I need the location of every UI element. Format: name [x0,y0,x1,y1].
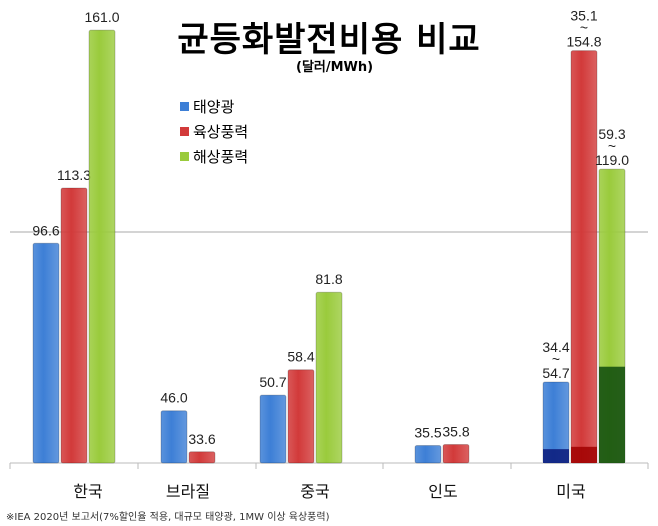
legend-label: 해상풍력 [193,148,248,166]
legend-swatch [180,152,189,161]
legend-swatch [180,102,189,111]
data-label: 33.6 [188,431,215,447]
legend-label: 육상풍력 [193,123,248,141]
data-label: 161.0 [84,9,119,25]
bar-육상풍력 [287,369,315,464]
bar-range-low-태양광 [543,449,569,463]
legend-swatch [180,127,189,136]
chart-subtitle: (달러/MWh) [296,60,374,75]
legend-label: 태양광 [193,98,235,116]
data-label: 154.8 [566,34,601,50]
bar-태양광 [32,242,60,464]
data-label: 81.8 [315,271,342,287]
data-label: 113.3 [57,167,91,183]
data-label: 34.4 [542,339,569,355]
bar-range-low-육상풍력 [571,446,597,463]
data-label: 119.0 [595,152,629,168]
data-label: 59.3 [598,126,625,142]
chart-title: 균등화발전비용 비교 [177,20,481,60]
bar-해상풍력 [315,291,343,464]
bar-육상풍력 [60,187,88,464]
bar-태양광 [160,410,188,464]
bar-태양광 [259,394,287,464]
data-label-tilde: ~ [608,138,616,154]
data-label-tilde: ~ [580,20,588,36]
data-label: 96.6 [32,222,59,238]
x-tick-label: 브라질 [166,482,210,501]
data-label: 54.7 [542,365,569,381]
x-tick-label: 중국 [300,482,329,501]
bar-range-low-해상풍력 [599,366,625,463]
x-tick-label: 한국 [73,482,102,501]
bar-육상풍력 [570,50,598,464]
bar-해상풍력 [88,29,116,464]
data-label: 35.5 [414,424,441,440]
bar-육상풍력 [442,444,470,464]
data-label: 58.4 [287,349,314,365]
bar-태양광 [414,444,442,464]
x-tick-label: 미국 [556,482,585,501]
data-label: 35.8 [442,424,469,440]
footnote: ※IEA 2020년 보고서(7%할인율 적용, 대규모 태양광, 1MW 이상… [6,512,330,523]
data-label: 35.1 [570,8,597,24]
data-label: 46.0 [160,390,187,406]
data-label: 50.7 [259,374,286,390]
bar-육상풍력 [188,451,216,464]
data-label-tilde: ~ [552,351,560,367]
x-tick-label: 인도 [428,482,457,501]
